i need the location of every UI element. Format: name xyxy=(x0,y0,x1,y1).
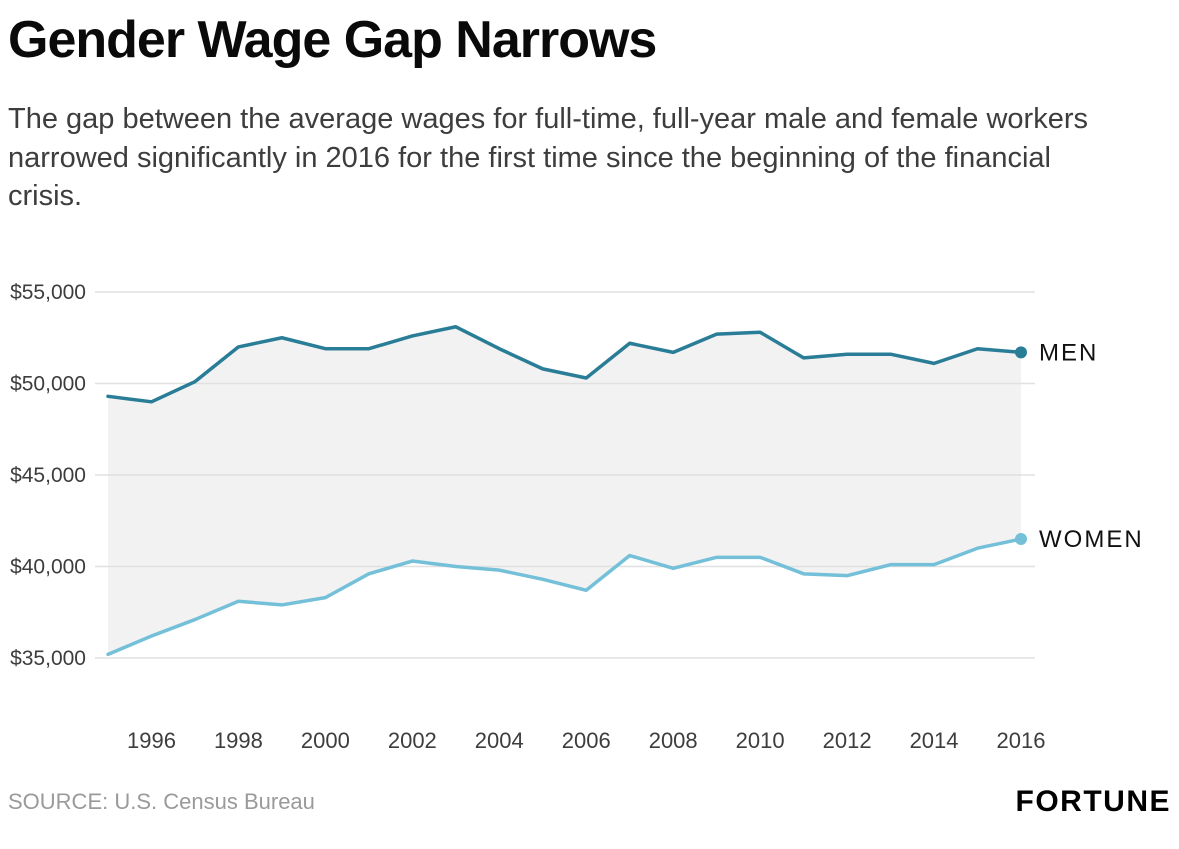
y-axis-tick-label: $40,000 xyxy=(10,556,86,579)
chart-subtitle: The gap between the average wages for fu… xyxy=(8,103,1088,213)
y-axis-tick-label: $35,000 xyxy=(10,647,86,670)
x-axis-tick-label: 2016 xyxy=(997,728,1046,753)
source-credit: SOURCE: U.S. Census Bureau xyxy=(8,789,315,814)
women-series-label: WOMEN xyxy=(1039,526,1144,553)
x-axis-tick-label: 2006 xyxy=(562,728,611,753)
y-axis-tick-label: $45,000 xyxy=(10,464,86,487)
page-title: Gender Wage Gap Narrows xyxy=(8,11,657,69)
x-axis-tick-label: 2012 xyxy=(823,728,872,753)
x-axis-tick-label: 1996 xyxy=(127,728,176,753)
men-endpoint-dot xyxy=(1015,346,1027,359)
wage-gap-line-chart: $35,000 $40,000 $45,000 $50,000 $55,000 1996 1… xyxy=(10,281,1144,753)
fortune-logo: FORTUNE xyxy=(1015,785,1171,818)
men-line-series xyxy=(106,325,1023,404)
x-axis-tick-label: 1998 xyxy=(214,728,263,753)
men-series-label: MEN xyxy=(1039,339,1098,366)
y-axis-tick-label: $55,000 xyxy=(10,281,86,304)
chart-footer: SOURCE: U.S. Census Bureau FORTUNE xyxy=(8,778,1171,826)
gap-band-area xyxy=(108,326,1021,655)
x-axis-tick-label: 2010 xyxy=(736,728,785,753)
x-axis-tick-label: 2002 xyxy=(388,728,437,753)
x-axis-tick-label: 2000 xyxy=(301,728,350,753)
y-axis-tick-label: $50,000 xyxy=(10,373,86,396)
women-endpoint-dot xyxy=(1015,533,1027,546)
x-axis-tick-label: 2008 xyxy=(649,728,698,753)
women-line-series xyxy=(106,537,1023,657)
x-axis-tick-label: 2014 xyxy=(910,728,959,753)
x-axis-tick-label: 2004 xyxy=(475,728,524,753)
